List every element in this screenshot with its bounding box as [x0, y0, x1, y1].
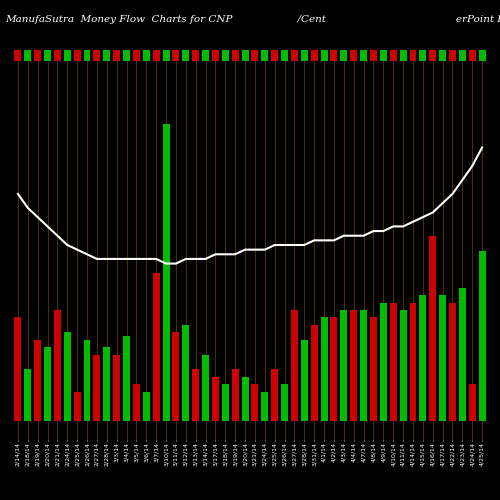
Bar — [162, 124, 170, 422]
Bar — [202, 50, 209, 61]
Bar — [410, 50, 416, 61]
Bar — [420, 50, 426, 61]
Bar — [212, 50, 219, 61]
Bar — [162, 50, 170, 61]
Bar — [271, 370, 278, 422]
Bar — [232, 370, 238, 422]
Bar — [172, 332, 180, 422]
Bar — [459, 50, 466, 61]
Bar — [262, 50, 268, 61]
Bar — [44, 347, 51, 422]
Bar — [370, 50, 377, 61]
Bar — [340, 50, 347, 61]
Bar — [310, 325, 318, 422]
Bar — [113, 50, 120, 61]
Bar — [390, 50, 396, 61]
Bar — [54, 310, 61, 422]
Bar — [192, 370, 199, 422]
Bar — [350, 50, 357, 61]
Bar — [390, 302, 396, 422]
Text: ManufaSutra  Money Flow  Charts for CNP                    /Cent                : ManufaSutra Money Flow Charts for CNP /C… — [5, 15, 500, 24]
Bar — [113, 354, 120, 422]
Bar — [301, 50, 308, 61]
Bar — [143, 50, 150, 61]
Bar — [439, 50, 446, 61]
Bar — [84, 340, 90, 421]
Bar — [449, 50, 456, 61]
Bar — [133, 50, 140, 61]
Bar — [94, 50, 100, 61]
Bar — [34, 340, 41, 421]
Bar — [242, 377, 248, 422]
Bar — [469, 50, 476, 61]
Bar — [430, 50, 436, 61]
Bar — [44, 50, 51, 61]
Bar — [64, 50, 70, 61]
Bar — [478, 250, 486, 422]
Bar — [350, 310, 357, 422]
Bar — [271, 50, 278, 61]
Bar — [320, 318, 328, 422]
Bar — [291, 50, 298, 61]
Bar — [232, 50, 238, 61]
Bar — [84, 50, 90, 61]
Bar — [262, 392, 268, 422]
Bar — [281, 50, 288, 61]
Bar — [380, 302, 387, 422]
Bar — [400, 50, 406, 61]
Bar — [192, 50, 199, 61]
Bar — [360, 50, 367, 61]
Bar — [449, 302, 456, 422]
Bar — [182, 50, 190, 61]
Bar — [152, 50, 160, 61]
Bar — [320, 50, 328, 61]
Bar — [222, 384, 229, 422]
Bar — [310, 50, 318, 61]
Bar — [104, 50, 110, 61]
Bar — [420, 295, 426, 422]
Bar — [222, 50, 229, 61]
Bar — [478, 50, 486, 61]
Bar — [54, 50, 61, 61]
Bar — [252, 50, 258, 61]
Bar — [410, 302, 416, 422]
Bar — [24, 50, 31, 61]
Bar — [74, 392, 80, 422]
Bar — [34, 50, 41, 61]
Bar — [212, 377, 219, 422]
Bar — [330, 318, 338, 422]
Bar — [360, 310, 367, 422]
Bar — [152, 273, 160, 422]
Bar — [439, 295, 446, 422]
Bar — [380, 50, 387, 61]
Bar — [123, 50, 130, 61]
Bar — [430, 236, 436, 422]
Bar — [291, 310, 298, 422]
Bar — [400, 310, 406, 422]
Bar — [182, 325, 190, 422]
Bar — [123, 336, 130, 422]
Bar — [143, 392, 150, 422]
Bar — [242, 50, 248, 61]
Bar — [64, 332, 70, 422]
Bar — [340, 310, 347, 422]
Bar — [330, 50, 338, 61]
Bar — [459, 288, 466, 422]
Bar — [370, 318, 377, 422]
Bar — [133, 384, 140, 422]
Bar — [14, 318, 21, 422]
Bar — [469, 384, 476, 422]
Bar — [281, 384, 288, 422]
Bar — [74, 50, 80, 61]
Bar — [14, 50, 21, 61]
Bar — [172, 50, 180, 61]
Bar — [104, 347, 110, 422]
Bar — [252, 384, 258, 422]
Bar — [94, 354, 100, 422]
Bar — [24, 370, 31, 422]
Bar — [301, 340, 308, 421]
Bar — [202, 354, 209, 422]
